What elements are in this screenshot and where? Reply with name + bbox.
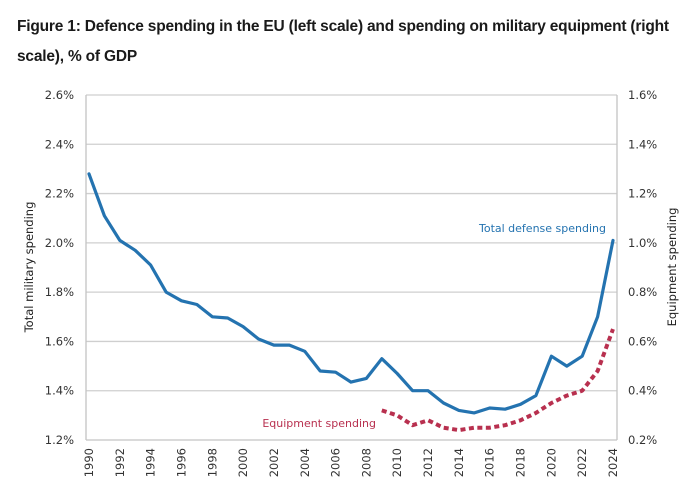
y-right-tick-label: 1.0%: [628, 236, 657, 250]
series-line-total-defense-spending: [87, 172, 615, 415]
y-left-tick-label: 2.2%: [45, 187, 74, 201]
y-left-tick-label: 1.2%: [45, 433, 74, 447]
series: [87, 172, 615, 433]
y-right-tick-labels: 0.2% 0.4% 0.6% 0.8% 1.0% 1.2% 1.4% 1.6%: [628, 88, 657, 447]
y-left-tick-labels: 1.2% 1.4% 1.6% 1.8% 2.0% 2.2% 2.4% 2.6%: [45, 88, 74, 447]
x-tick-label: 1998: [205, 448, 219, 477]
x-tick-label: 2004: [298, 448, 312, 477]
y-left-tick-label: 2.6%: [45, 88, 74, 102]
y-right-tick-label: 0.6%: [628, 334, 657, 348]
gridlines: [86, 94, 617, 392]
y-right-tick-label: 1.4%: [628, 137, 657, 151]
x-tick-label: 2020: [544, 448, 558, 477]
y-right-tick-label: 1.6%: [628, 88, 657, 102]
x-tick-label: 2016: [483, 448, 497, 477]
series-line-equipment-spending: [381, 328, 615, 433]
x-tick-label: 1994: [144, 448, 158, 477]
x-tick-label: 2002: [267, 448, 281, 477]
annotation-equipment-spending: Equipment spending: [262, 417, 376, 430]
y-axis-left-title: Total military spending: [22, 202, 36, 334]
x-tick-labels: 1990 1992 1994 1996 1998 2000 2002 2004 2006 2008…: [82, 448, 620, 477]
chart-title: Figure 1: Defence spending in the EU (le…: [17, 18, 669, 65]
annotation-total-defense-spending: Total defense spending: [478, 222, 606, 235]
y-left-tick-label: 1.6%: [45, 334, 74, 348]
x-tick-label: 1996: [174, 448, 188, 477]
x-tick-label: 2018: [514, 448, 528, 477]
x-tick-label: 2006: [329, 448, 343, 477]
x-tick-label: 2000: [236, 448, 250, 477]
y-axis-right-title: Equipment spending: [665, 208, 679, 327]
x-tick-label: 1990: [82, 448, 96, 477]
x-tick-label: 2010: [390, 448, 404, 477]
y-right-tick-label: 0.8%: [628, 285, 657, 299]
x-tick-label: 2024: [606, 448, 620, 477]
x-tick-label: 2008: [359, 448, 373, 477]
x-tick-label: 2012: [421, 448, 435, 477]
y-left-tick-label: 1.4%: [45, 384, 74, 398]
x-tick-label: 2014: [452, 448, 466, 477]
axes: [85, 95, 618, 441]
x-tick-label: 1992: [113, 448, 127, 477]
x-tick-label: 2022: [575, 448, 589, 477]
y-right-tick-label: 0.2%: [628, 433, 657, 447]
y-right-tick-label: 1.2%: [628, 187, 657, 201]
y-left-tick-label: 2.0%: [45, 236, 74, 250]
y-left-tick-label: 2.4%: [45, 137, 74, 151]
y-right-tick-label: 0.4%: [628, 384, 657, 398]
y-left-tick-label: 1.8%: [45, 285, 74, 299]
